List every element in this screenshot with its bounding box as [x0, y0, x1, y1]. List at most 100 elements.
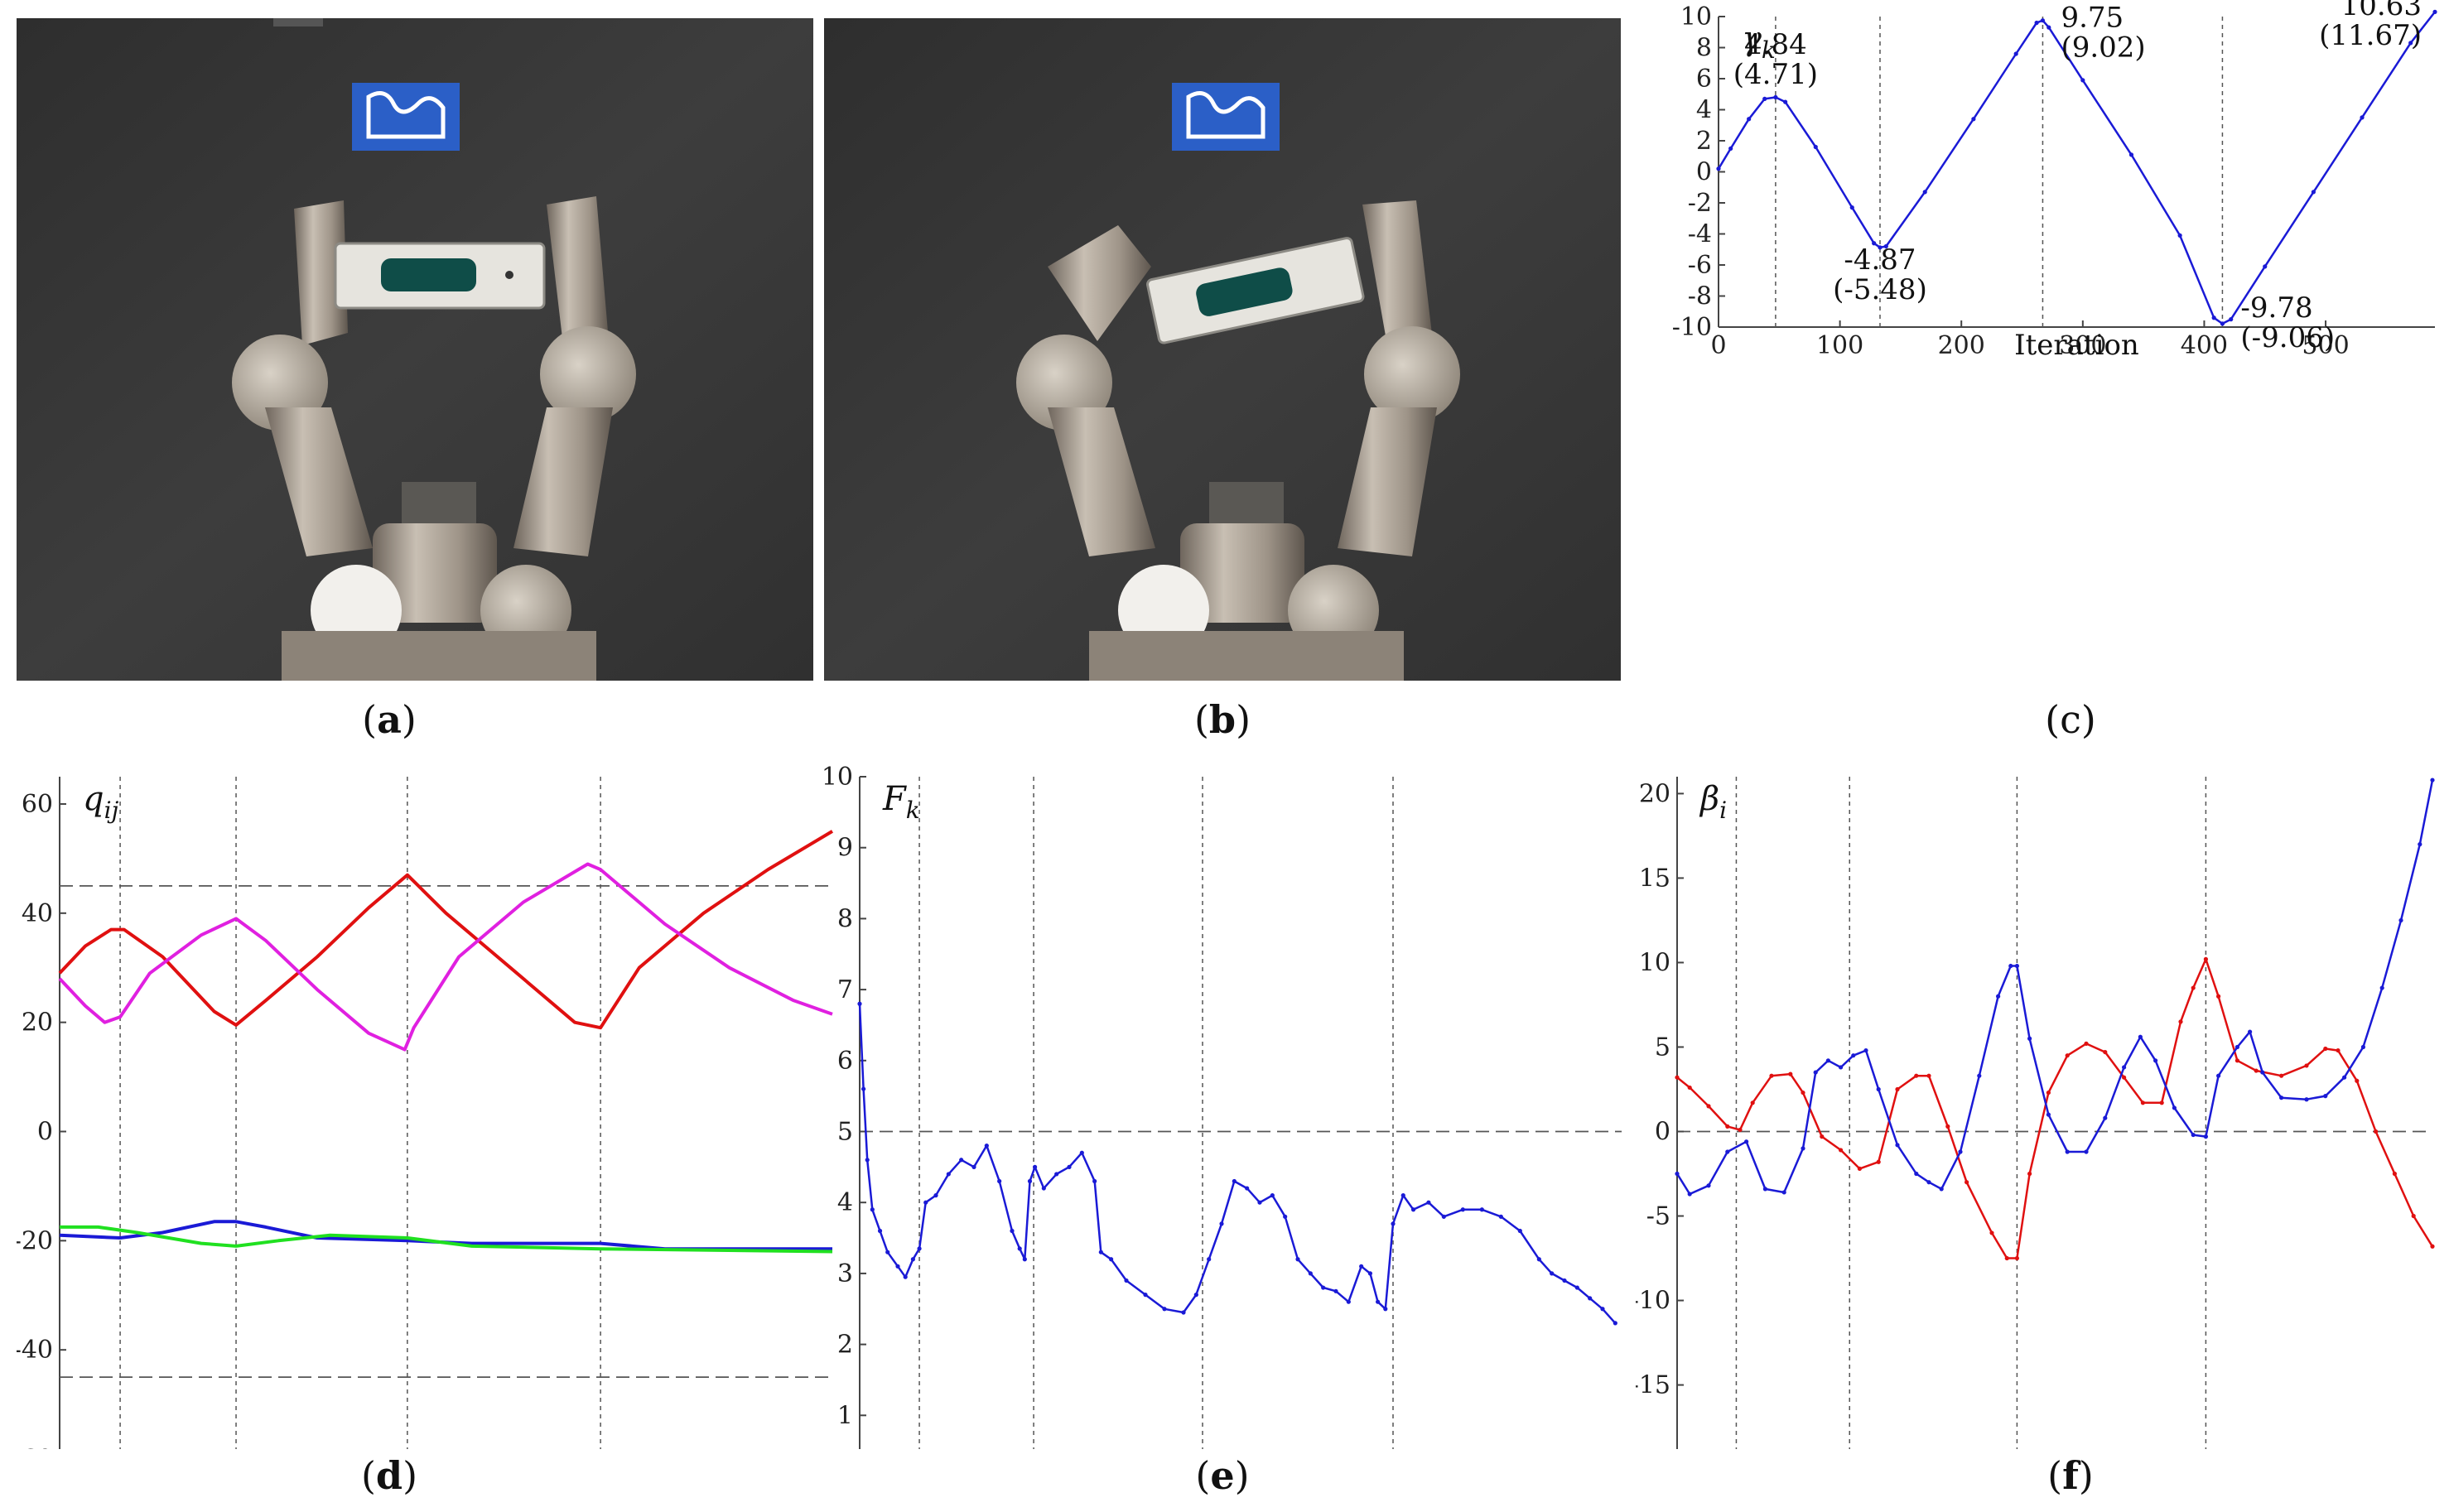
y-tick-label: 0 — [1696, 158, 1712, 187]
data-point — [1562, 1278, 1567, 1283]
y-tick-label: 1 — [837, 1401, 853, 1430]
data-point — [2311, 190, 2316, 195]
caption-a: (a) — [362, 697, 417, 742]
chart-c: 0 100 200 300 400 500 -10 -8 -6 -4 -2 0 2 4 6 8 10 Iterat… — [1636, 0, 2443, 687]
data-point — [1851, 1053, 1856, 1058]
caption-c: (c) — [2045, 697, 2096, 742]
y-tick-label: 4 — [837, 1188, 853, 1217]
data-point — [1914, 1073, 1919, 1078]
chart-e: 0100200300400500012345678910IterationFk — [820, 762, 1632, 1449]
data-point — [2260, 1070, 2265, 1075]
series-symbol-label: qij — [83, 780, 119, 824]
data-point — [2304, 1097, 2309, 1102]
data-point — [1825, 1058, 1830, 1063]
data-point — [2027, 1171, 2032, 1177]
data-point — [1193, 1293, 1198, 1298]
data-point — [910, 1257, 915, 1262]
y-tick-label: 40 — [22, 899, 53, 928]
data-point — [861, 1086, 866, 1091]
data-point — [1945, 1124, 1950, 1129]
annotation-reference: (4.71) — [1733, 58, 1818, 91]
data-point — [1346, 1299, 1351, 1304]
photo-b — [824, 18, 1621, 681]
data-point — [2191, 985, 2196, 990]
data-point — [1054, 1172, 1059, 1177]
data-point — [933, 1193, 938, 1198]
data-point — [2084, 1041, 2089, 1046]
palm-base — [282, 482, 596, 681]
series-line-1 — [58, 862, 833, 1052]
data-point — [1245, 1186, 1250, 1191]
data-point — [2408, 41, 2413, 46]
data-point — [857, 1001, 862, 1006]
data-point — [2103, 1049, 2108, 1055]
data-point — [1162, 1307, 1167, 1312]
data-point — [1675, 1075, 1680, 1080]
y-tick-label: 10 — [1639, 948, 1670, 977]
y-tick-label: 8 — [837, 904, 853, 933]
y-tick-label: 2 — [837, 1331, 853, 1360]
data-point — [1744, 1139, 1749, 1144]
y-tick-label: 60 — [22, 790, 53, 819]
data-point — [2103, 1115, 2108, 1120]
data-point — [877, 1228, 883, 1234]
data-point — [2013, 51, 2018, 56]
annotation-value: -9.78 — [2240, 291, 2312, 325]
data-point — [2398, 917, 2403, 923]
data-point — [885, 1250, 890, 1254]
data-point — [2374, 1129, 2379, 1134]
y-tick-label: 6 — [1696, 65, 1712, 94]
data-point — [1109, 1257, 1114, 1262]
data-point — [1738, 1127, 1743, 1133]
data-point — [870, 1207, 875, 1212]
data-point — [2216, 994, 2221, 999]
data-point — [2229, 317, 2234, 322]
data-point — [1977, 1073, 1982, 1078]
y-tick-label: -40 — [17, 1336, 53, 1365]
left-finger — [1016, 225, 1155, 556]
data-point — [1762, 96, 1767, 101]
data-point — [2234, 1058, 2239, 1063]
data-point — [1762, 1187, 1767, 1192]
data-point — [2046, 1112, 2051, 1117]
y-tick-label: 0 — [37, 1118, 53, 1147]
data-point — [1857, 1166, 1862, 1171]
series-symbol-subscript: i — [1719, 797, 1727, 824]
y-tick-label: 10 — [822, 763, 853, 792]
data-point — [2191, 1132, 2196, 1138]
data-point — [1257, 1200, 1262, 1205]
data-point — [923, 1200, 928, 1205]
data-point — [2034, 20, 2039, 26]
y-tick-label: -60 — [17, 1445, 53, 1449]
data-point — [1321, 1285, 1326, 1290]
data-point — [2140, 1100, 2145, 1105]
data-point — [1600, 1307, 1605, 1312]
data-point — [1550, 1271, 1555, 1276]
data-point — [1143, 1293, 1148, 1298]
data-point — [1041, 1186, 1046, 1191]
data-point — [2014, 1255, 2019, 1261]
data-point — [2128, 152, 2134, 157]
chart-d: 0100200300400500-60-40-200204060Iteratio… — [17, 762, 845, 1449]
data-point — [2178, 1019, 2183, 1024]
right-finger — [513, 196, 636, 556]
data-point — [1876, 1159, 1881, 1164]
data-point — [1367, 1271, 1372, 1276]
data-point — [2216, 1073, 2221, 1078]
y-tick-label: 6 — [837, 1047, 853, 1076]
data-point — [2080, 78, 2085, 83]
data-point — [1820, 1134, 1825, 1139]
data-point — [1716, 166, 1721, 171]
data-point — [1426, 1200, 1431, 1205]
data-point — [1295, 1257, 1300, 1262]
y-tick-label: -2 — [1688, 189, 1712, 218]
data-point — [1813, 144, 1818, 150]
data-point — [1536, 1257, 1541, 1262]
y-tick-label: -6 — [1688, 251, 1712, 280]
y-tick-label: 20 — [1639, 779, 1670, 808]
y-tick-label: 0 — [1655, 1118, 1670, 1147]
data-point — [1479, 1207, 1484, 1212]
series-line-0 — [1717, 11, 2436, 325]
caption-b: (b) — [1193, 697, 1251, 742]
series-symbol-label: Fk — [882, 780, 920, 824]
